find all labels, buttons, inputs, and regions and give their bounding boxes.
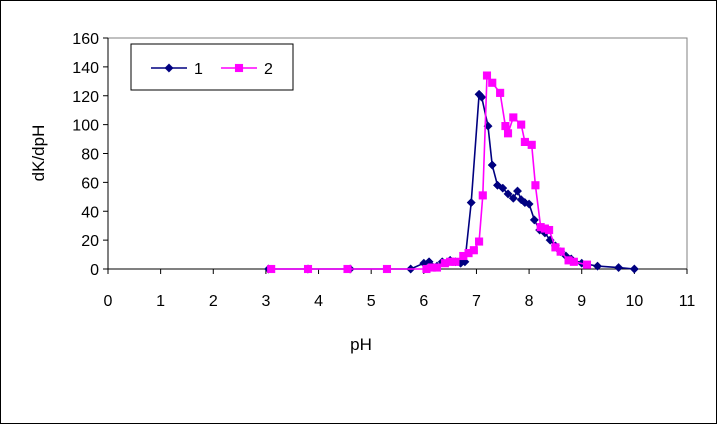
y-tick-label: 160 xyxy=(72,31,99,48)
data-point xyxy=(469,246,478,255)
data-point xyxy=(303,264,313,274)
data-point xyxy=(466,198,476,208)
legend-label: 1 xyxy=(194,61,203,78)
data-point xyxy=(516,195,526,205)
data-point xyxy=(531,181,540,190)
series-2 xyxy=(267,71,592,274)
data-point xyxy=(524,199,534,209)
data-point xyxy=(582,260,592,269)
y-tick-label: 40 xyxy=(81,204,99,221)
y-tick-label: 80 xyxy=(81,147,99,164)
x-tick-label: 1 xyxy=(156,293,165,310)
data-point xyxy=(509,113,518,122)
data-point xyxy=(478,191,487,200)
data-point xyxy=(475,237,484,246)
data-point xyxy=(343,264,352,274)
data-point xyxy=(432,263,442,272)
data-point xyxy=(592,261,603,271)
x-tick-label: 10 xyxy=(625,293,643,310)
x-tick-label: 8 xyxy=(525,293,534,310)
x-tick-label: 2 xyxy=(209,293,218,310)
series-2-line xyxy=(271,74,588,270)
y-axis-label: dK/dpH xyxy=(29,125,48,182)
legend-label: 2 xyxy=(264,61,273,78)
x-tick-label: 5 xyxy=(367,293,376,310)
data-point xyxy=(451,257,460,266)
data-point xyxy=(569,257,578,266)
data-point xyxy=(487,160,497,170)
data-point xyxy=(556,247,565,256)
data-point xyxy=(629,264,639,274)
data-point xyxy=(545,225,554,235)
data-point xyxy=(488,78,497,87)
y-tick-label: 60 xyxy=(81,175,99,192)
data-point xyxy=(382,264,392,274)
data-point xyxy=(498,183,508,193)
data-point xyxy=(517,120,526,129)
data-point xyxy=(482,71,492,80)
x-tick-label: 11 xyxy=(679,293,696,310)
y-tick-label: 140 xyxy=(72,60,99,77)
data-point xyxy=(614,263,624,273)
legend-swatch-marker xyxy=(164,63,174,73)
data-point xyxy=(496,88,505,97)
data-point xyxy=(520,137,529,146)
x-tick-label: 6 xyxy=(419,293,428,310)
data-point xyxy=(551,243,560,252)
series-1-line xyxy=(268,93,635,270)
legend-swatch-marker xyxy=(234,63,244,73)
x-tick-label: 3 xyxy=(261,293,270,310)
data-point xyxy=(503,189,513,199)
data-point xyxy=(501,122,510,131)
y-tick-label: 120 xyxy=(72,89,99,106)
y-tick-label: 0 xyxy=(90,262,99,279)
data-point xyxy=(527,140,536,149)
x-axis-label: pH xyxy=(350,335,372,354)
x-tick-label: 7 xyxy=(472,293,481,310)
x-tick-label: 0 xyxy=(104,293,113,310)
data-point xyxy=(267,264,276,274)
data-point xyxy=(529,215,539,225)
y-tick-label: 20 xyxy=(81,233,99,250)
data-point xyxy=(477,92,487,102)
legend-box xyxy=(130,43,294,91)
x-tick-label: 4 xyxy=(314,293,323,310)
data-point xyxy=(512,186,523,196)
y-tick-label: 100 xyxy=(72,118,99,135)
data-point xyxy=(503,129,513,138)
series-1 xyxy=(263,89,639,274)
data-point xyxy=(508,193,518,203)
x-tick-label: 9 xyxy=(577,293,586,310)
